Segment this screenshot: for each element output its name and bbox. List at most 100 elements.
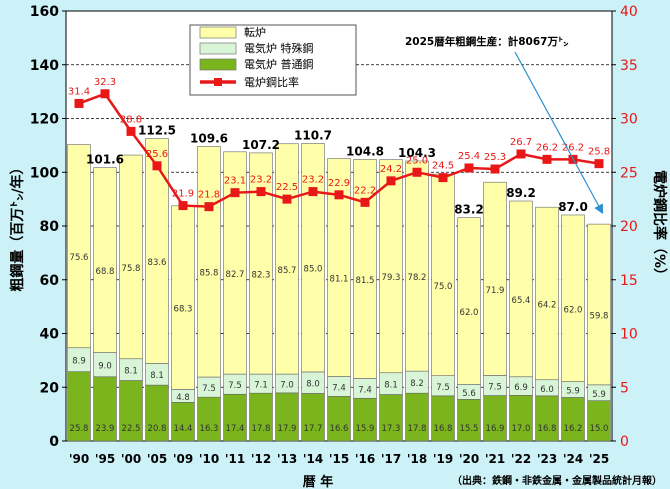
y2-tick-label: 40: [620, 4, 638, 20]
legend-swatch-eaf-special: [199, 42, 237, 55]
bar-eaf-ordinary: [509, 395, 533, 442]
segment-value-label: 62.0: [564, 305, 583, 315]
x-tick-label: '09: [173, 452, 193, 466]
y2-tick-label: 20: [620, 219, 638, 235]
segment-value-label: 14.4: [174, 424, 193, 434]
ratio-point: [152, 161, 162, 171]
ratio-value-label: 26.2: [536, 142, 558, 153]
total-value-label: 87.0: [558, 200, 588, 214]
segment-value-label: 25.8: [70, 424, 89, 434]
ratio-value-label: 21.9: [172, 189, 194, 200]
segment-value-label: 7.4: [358, 385, 372, 395]
y-axis-right: 0 5 10 15 20 25 30 35 40: [612, 4, 638, 450]
ratio-line: 31.4 32.3 28.8 25.6 21.9 21.8 23.1 23.2 22.5 23.2…: [68, 77, 610, 212]
segment-value-label: 15.5: [460, 424, 479, 434]
segment-value-label: 17.0: [512, 424, 531, 434]
segment-value-label: 8.1: [150, 371, 164, 381]
segment-value-label: 78.2: [408, 273, 427, 283]
segment-value-label: 8.0: [306, 380, 320, 390]
segment-value-label: 23.9: [96, 424, 115, 434]
segment-value-label: 17.7: [304, 424, 323, 434]
segment-value-label: 7.1: [254, 381, 268, 391]
segment-value-label: 16.3: [200, 424, 219, 434]
ratio-point: [360, 197, 370, 207]
ratio-point: [438, 173, 448, 183]
bar-bof: [535, 206, 559, 381]
bar-eaf-ordinary: [587, 400, 611, 442]
segment-value-label: 16.9: [486, 424, 505, 434]
bar-bof: [93, 167, 117, 353]
y2-tick-label: 25: [620, 165, 638, 181]
ratio-value-label: 22.9: [328, 178, 350, 189]
segment-value-label: 7.5: [202, 384, 216, 394]
legend: 転炉 電気炉 特殊鋼 電気炉 普通鋼 電炉鋼比率: [189, 24, 357, 96]
ratio-point: [412, 167, 422, 177]
segment-value-label: 17.9: [278, 424, 297, 434]
ratio-point: [464, 163, 474, 173]
x-tick-label: '05: [147, 452, 167, 466]
segment-value-label: 16.6: [330, 424, 349, 434]
bar-bof: [301, 143, 325, 373]
bar-eaf-ordinary: [197, 396, 221, 442]
legend-label-eaf-special: 電気炉 特殊鋼: [244, 41, 314, 55]
segment-value-label: 22.5: [122, 424, 141, 434]
segment-value-label: 8.9: [72, 357, 86, 367]
total-value-label: 110.7: [294, 128, 332, 142]
bars: [67, 138, 611, 442]
segment-value-label: 6.0: [540, 385, 554, 395]
segment-value-label: 79.3: [382, 273, 401, 283]
ratio-point: [542, 154, 552, 164]
bar-eaf-ordinary: [457, 399, 481, 442]
x-tick-label: '24: [563, 452, 583, 466]
total-labels: 101.6 112.5 109.6 107.2 110.7 104.8 104.3 83.2 8…: [86, 124, 588, 217]
x-tick-label: '25: [589, 452, 609, 466]
segment-value-label: 16.8: [538, 424, 557, 434]
bar-bof: [223, 151, 247, 375]
bar-bof: [145, 138, 169, 364]
ratio-point: [178, 201, 188, 211]
ratio-point: [308, 187, 318, 197]
ratio-value-label: 23.1: [224, 176, 246, 187]
segment-value-label: 8.1: [124, 367, 138, 377]
segment-value-label: 68.3: [174, 305, 193, 315]
segment-value-label: 17.3: [382, 424, 401, 434]
y2-tick-label: 30: [620, 112, 638, 128]
y2-tick-label: 0: [620, 434, 629, 450]
segment-value-label: 68.8: [96, 267, 115, 277]
y-tick-label: 0: [49, 434, 59, 450]
ratio-value-label: 21.8: [198, 190, 220, 201]
segment-value-label: 64.2: [538, 300, 557, 310]
segment-value-label: 17.8: [408, 424, 427, 434]
x-tick-label: '11: [225, 452, 245, 466]
bar-eaf-ordinary: [353, 397, 377, 442]
ratio-point: [204, 202, 214, 212]
ratio-value-label: 25.4: [458, 151, 480, 162]
segment-value-label: 62.0: [460, 308, 479, 318]
ratio-value-label: 32.3: [94, 77, 116, 88]
segment-value-label: 17.8: [252, 424, 271, 434]
ratio-value-label: 24.5: [432, 161, 454, 172]
bar-bof: [67, 144, 91, 349]
segment-value-label: 15.9: [356, 424, 375, 434]
bar-bof: [379, 159, 403, 374]
x-tick-label: '15: [329, 452, 349, 466]
ratio-value-label: 25.3: [484, 152, 506, 163]
x-axis-label: 暦 年: [303, 474, 334, 489]
segment-value-label: 6.9: [514, 383, 528, 393]
bar-eaf-ordinary: [379, 394, 403, 442]
legend-swatch-eaf-ordinary: [199, 58, 237, 71]
y-tick-label: 100: [30, 165, 59, 181]
segment-value-label: 5.9: [566, 387, 580, 397]
segment-value-label: 7.5: [436, 383, 450, 393]
segment-value-label: 15.0: [590, 424, 609, 434]
y-tick-label: 140: [30, 58, 59, 74]
segment-value-label: 83.6: [148, 258, 167, 268]
segment-value-label: 16.8: [434, 424, 453, 434]
y2-tick-label: 15: [620, 273, 638, 289]
segment-value-label: 8.2: [410, 379, 424, 389]
x-axis: '90 '95 '00 '05 '09 '10 '11 '12 '13 '14 '15 '16 '17 '…: [69, 452, 609, 466]
total-value-label: 104.8: [346, 144, 384, 158]
x-tick-label: '20: [459, 452, 479, 466]
x-tick-label: '14: [303, 452, 323, 466]
